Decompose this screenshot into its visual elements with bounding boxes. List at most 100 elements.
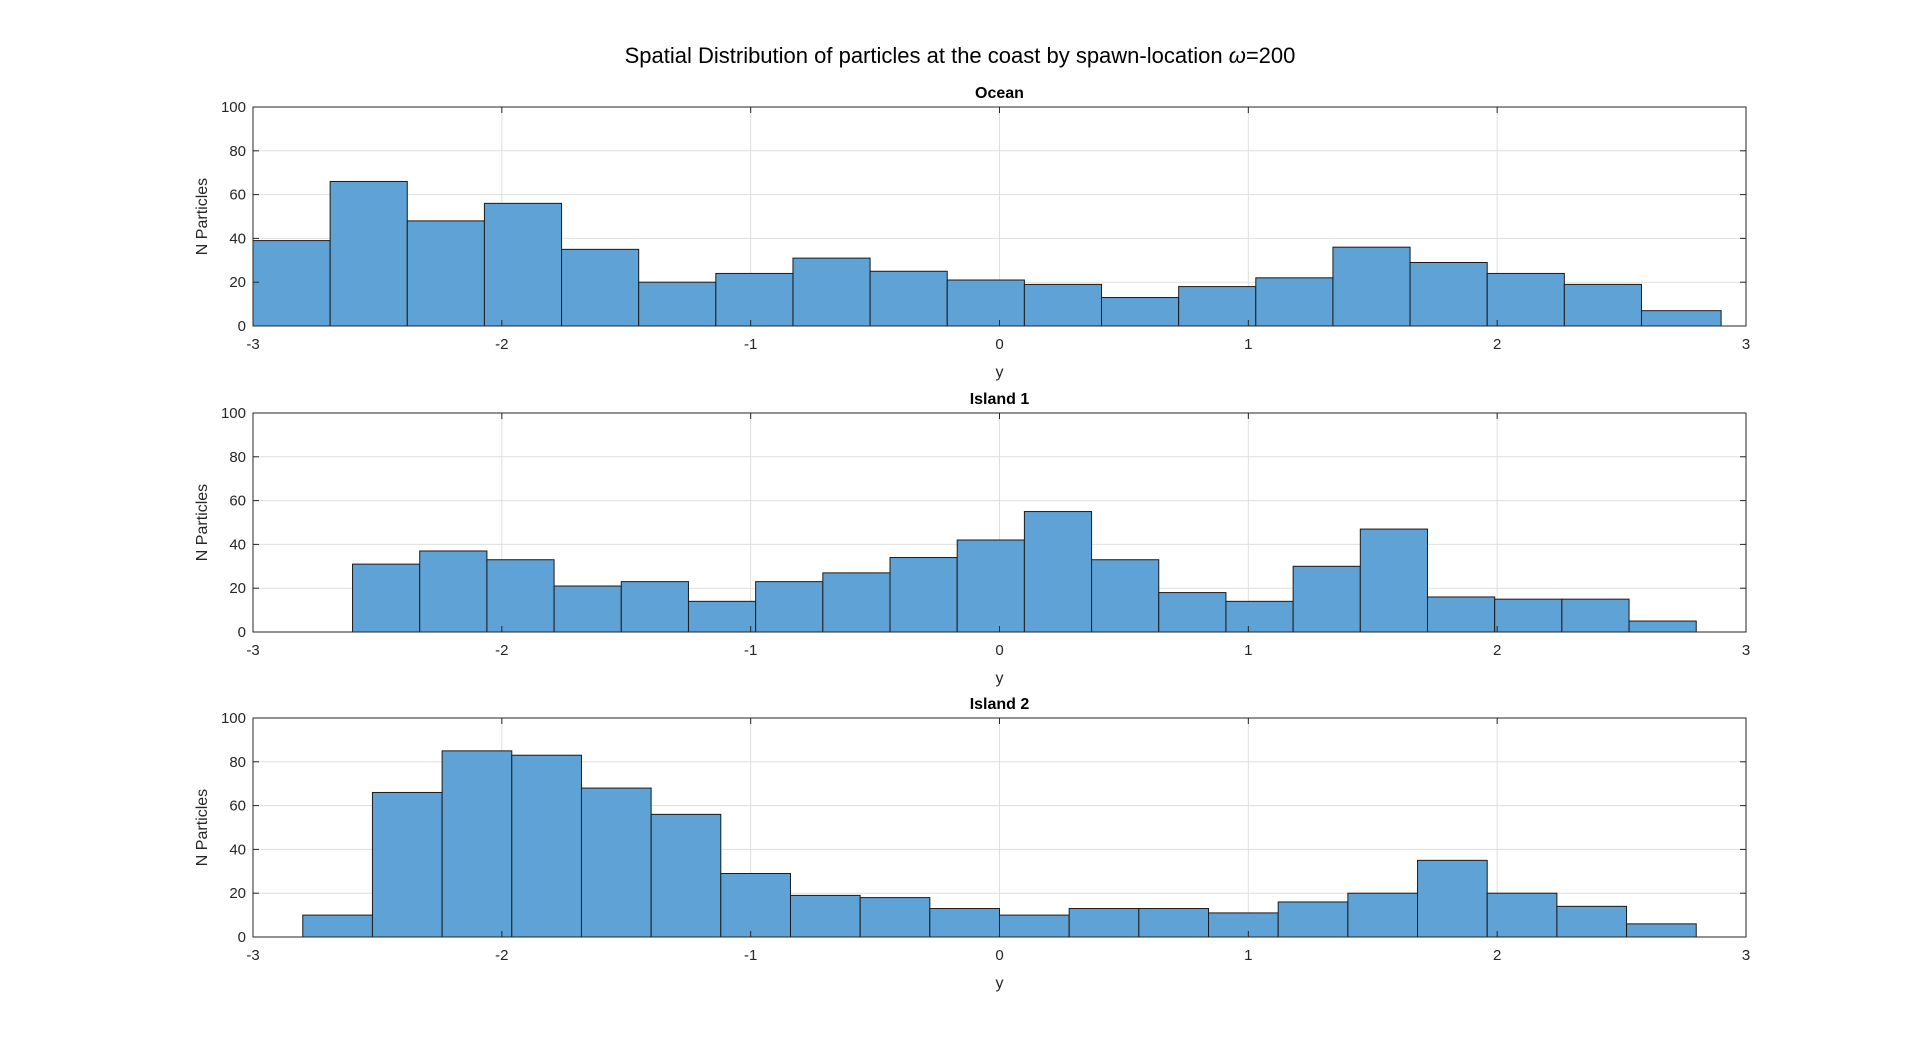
y-tick-label: 40	[229, 536, 246, 553]
histogram-bar	[1208, 912, 1279, 938]
y-tick-label: 40	[229, 230, 246, 247]
x-tick-label: 1	[1244, 336, 1252, 353]
histogram-bar	[869, 270, 948, 327]
x-tick-label: -2	[495, 947, 508, 964]
x-tick-label: 2	[1493, 642, 1501, 659]
y-tick-label: 60	[229, 187, 246, 204]
histogram-bar	[755, 581, 824, 633]
subplot-title: Island 1	[970, 391, 1030, 408]
histogram-bar	[1494, 598, 1563, 633]
figure-title: Spatial Distribution of particles at the…	[625, 43, 1296, 68]
histogram-bar	[553, 585, 622, 633]
x-tick-label: 1	[1244, 642, 1252, 659]
y-tick-label: 20	[229, 274, 246, 291]
histogram-bar	[1426, 596, 1496, 633]
y-tick-label: 80	[229, 143, 246, 160]
subplot-title: Island 2	[970, 696, 1030, 713]
y-tick-label: 0	[238, 624, 246, 641]
histogram-bar	[1158, 592, 1227, 633]
histogram-bar	[1359, 528, 1428, 633]
x-tick-label: -2	[495, 642, 508, 659]
x-tick-label: 3	[1742, 642, 1750, 659]
subplot-2: -3 -2 -1 0 1 2 3 0 20 40 60 80 100 Island 1 y N Particl…	[194, 391, 1750, 687]
histogram-bar	[956, 539, 1025, 633]
histogram-bar	[715, 272, 794, 327]
y-tick-label: 100	[221, 99, 246, 116]
histogram-bar	[946, 279, 1025, 327]
histogram-bar	[511, 754, 582, 938]
histogram-bar	[352, 563, 421, 633]
histogram-bar	[1292, 565, 1361, 633]
histogram-bar	[561, 248, 640, 327]
histogram-bar	[1486, 892, 1558, 938]
x-tick-label: -3	[246, 642, 259, 659]
y-axis-label: N Particles	[194, 789, 211, 866]
histogram-bar	[580, 787, 652, 938]
histogram-bar	[1486, 272, 1565, 327]
histogram-bar	[1101, 297, 1180, 327]
y-tick-label: 100	[221, 710, 246, 727]
x-tick-label: -1	[744, 947, 757, 964]
y-tick-label: 40	[229, 841, 246, 858]
histogram-bar	[999, 914, 1070, 938]
x-tick-label: 0	[995, 336, 1003, 353]
histogram-bar	[1628, 620, 1697, 633]
subplot-1: -3 -2 -1 0 1 2 3 0 20 40 60 80 100 Ocean y N Particles	[194, 85, 1750, 381]
x-axis-label: y	[996, 975, 1004, 992]
histogram-bar	[1332, 246, 1411, 327]
histogram-bar	[792, 257, 871, 327]
histogram-bar	[1138, 908, 1210, 938]
y-tick-label: 80	[229, 449, 246, 466]
histogram-bar	[1023, 511, 1093, 633]
histogram-bar	[419, 550, 488, 633]
histogram-bar	[1563, 283, 1642, 327]
subplot-3: -3 -2 -1 0 1 2 3 0 20 40 60 80 100 Island 2 y N Particl…	[194, 696, 1750, 992]
x-tick-label: 3	[1742, 336, 1750, 353]
histogram-bar	[1023, 283, 1103, 327]
histogram-bar	[486, 559, 555, 633]
histogram-bar	[483, 202, 563, 327]
y-tick-label: 60	[229, 798, 246, 815]
histogram-bar	[889, 557, 958, 633]
y-tick-label: 20	[229, 885, 246, 902]
histogram-bar	[441, 750, 513, 938]
histogram-bar	[638, 281, 717, 327]
histogram-bar	[1277, 901, 1349, 938]
y-axis-label: N Particles	[194, 178, 211, 255]
x-tick-label: -2	[495, 336, 508, 353]
x-tick-label: 2	[1493, 947, 1501, 964]
histogram-bar	[252, 240, 331, 327]
histogram-bar	[620, 581, 689, 633]
x-tick-label: -3	[246, 947, 259, 964]
histogram-bar	[929, 908, 1000, 938]
histogram-bar	[1347, 892, 1419, 938]
y-tick-label: 20	[229, 580, 246, 597]
histogram-bar	[1225, 600, 1294, 633]
y-tick-label: 100	[221, 405, 246, 422]
histogram-bar	[329, 180, 408, 327]
x-tick-label: -1	[744, 642, 757, 659]
x-axis-label: y	[996, 364, 1004, 381]
histogram-bar	[1409, 261, 1488, 327]
y-axis-label: N Particles	[194, 484, 211, 561]
histogram-bar	[859, 897, 931, 938]
histogram-bar	[1626, 923, 1697, 938]
histogram-bar	[1417, 859, 1488, 938]
histogram-bar	[371, 791, 443, 938]
histogram-bar	[687, 600, 757, 633]
y-tick-label: 80	[229, 754, 246, 771]
histogram-bar	[1255, 277, 1334, 327]
histogram-bar	[789, 894, 861, 938]
y-tick-label: 0	[238, 318, 246, 335]
x-tick-label: 0	[995, 947, 1003, 964]
x-tick-label: -1	[744, 336, 757, 353]
histogram-bar	[822, 572, 891, 633]
y-tick-label: 0	[238, 929, 246, 946]
y-tick-label: 60	[229, 493, 246, 510]
x-tick-label: 2	[1493, 336, 1501, 353]
x-tick-label: -3	[246, 336, 259, 353]
histogram-bar	[650, 813, 722, 938]
histogram-bar	[1178, 286, 1257, 327]
